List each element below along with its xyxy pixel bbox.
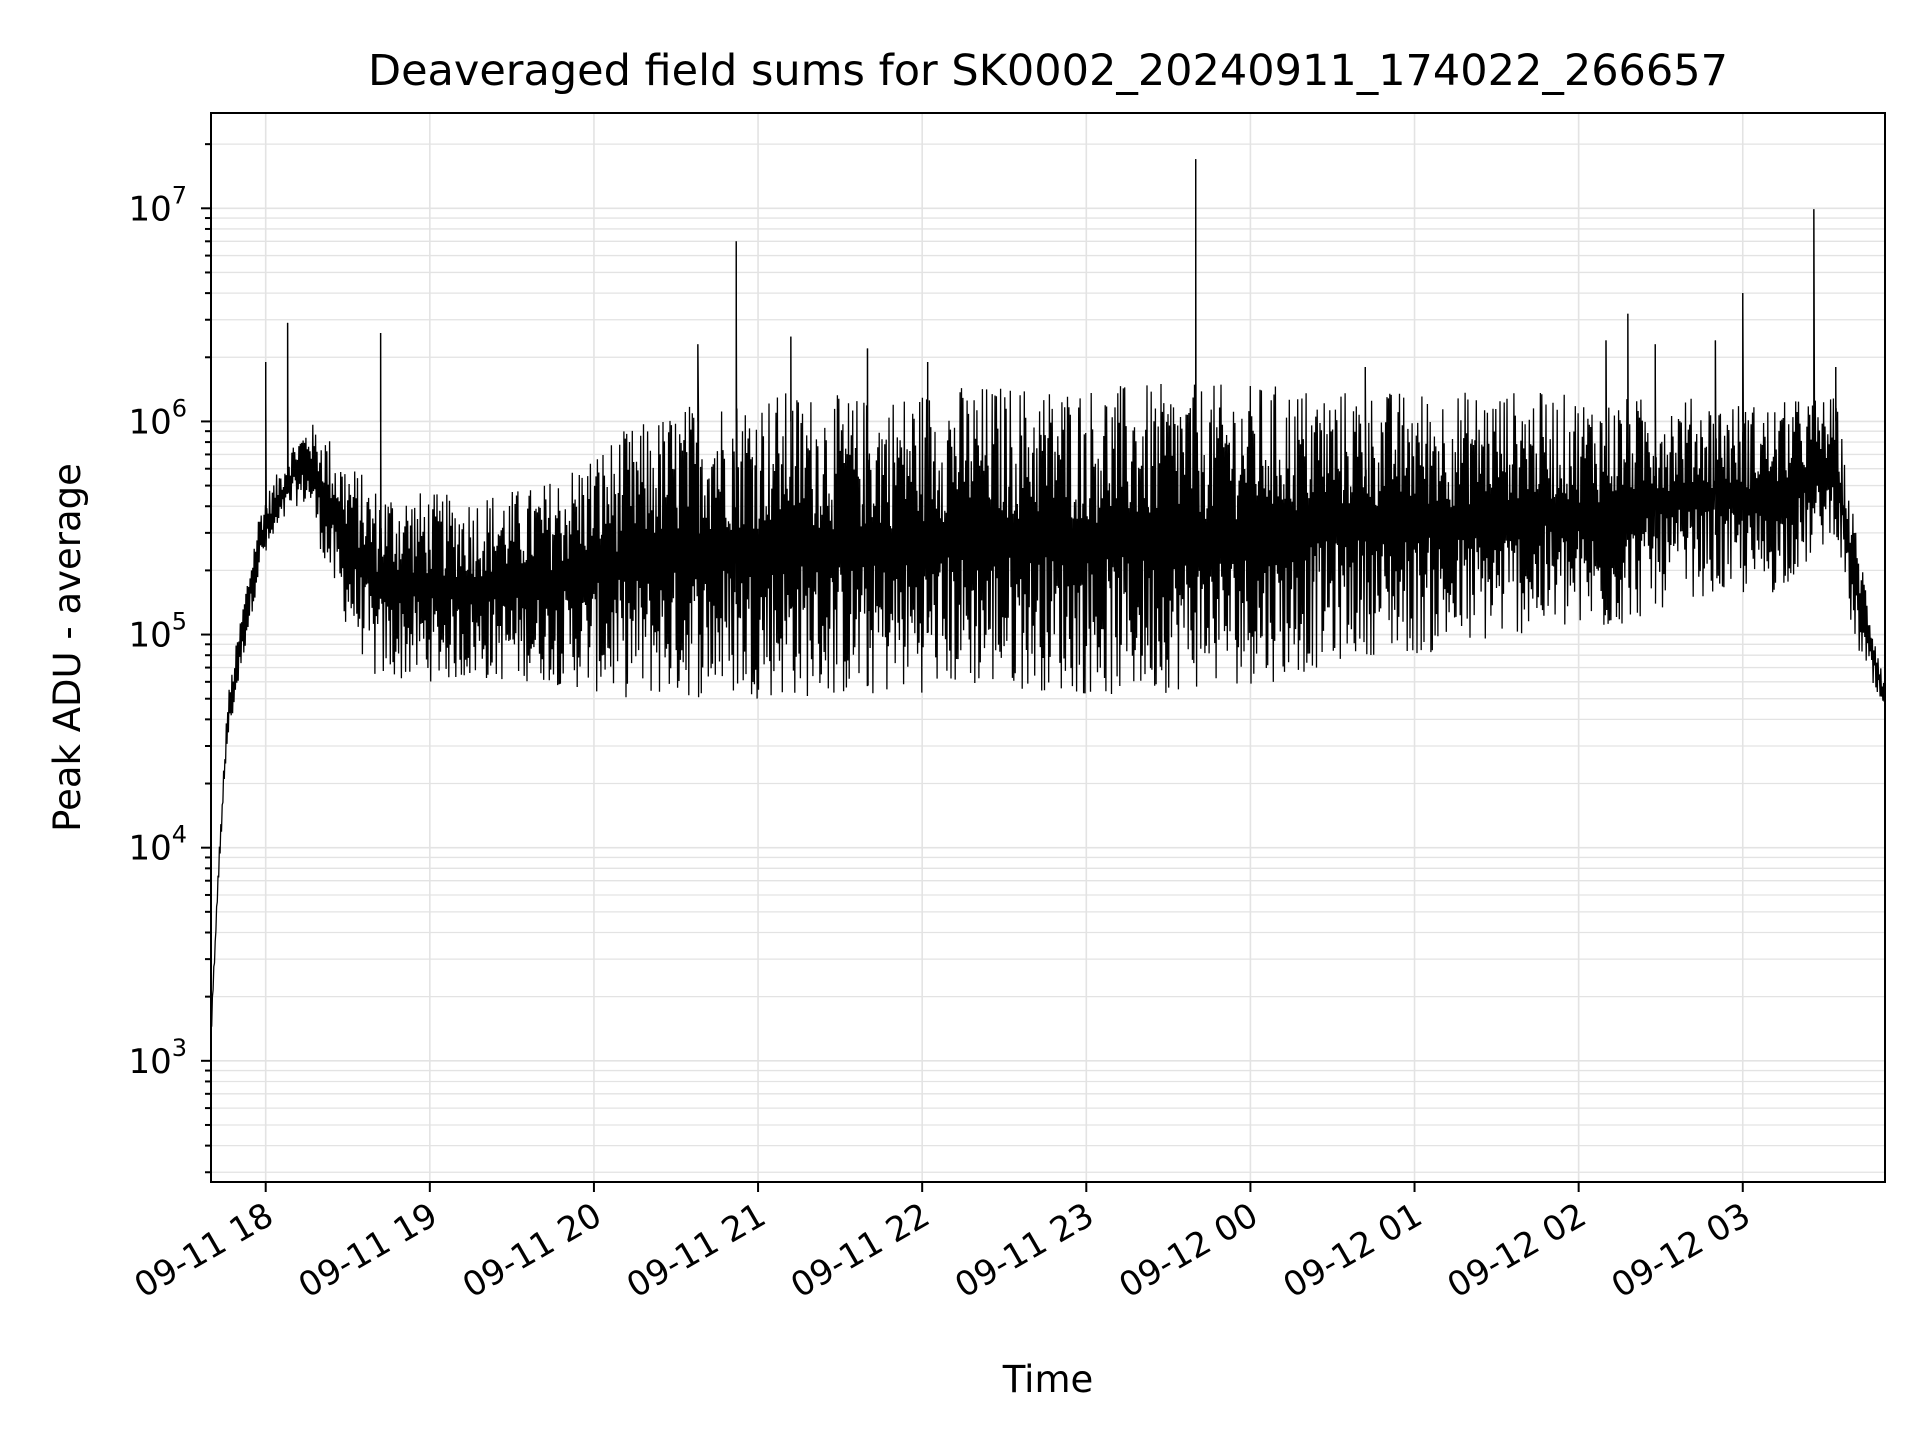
y-tick-base: 10	[128, 616, 171, 656]
y-tick-base: 10	[128, 189, 171, 229]
y-tick-exponent: 3	[172, 1034, 187, 1062]
y-tick-exponent: 6	[172, 394, 187, 422]
y-tick-label: 104	[128, 821, 187, 869]
series-line	[211, 159, 1885, 1028]
x-axis-label: Time	[1002, 1358, 1094, 1401]
y-tick-base: 10	[128, 402, 171, 442]
plot-frame	[210, 112, 1886, 1183]
y-tick-exponent: 7	[172, 181, 187, 209]
y-tick-label: 107	[128, 181, 187, 229]
y-axis-label: Peak ADU - average	[46, 463, 89, 832]
y-tick-exponent: 5	[172, 608, 187, 636]
y-tick-label: 103	[128, 1034, 187, 1082]
data-series	[211, 159, 1885, 1028]
y-tick-base: 10	[128, 829, 171, 869]
y-tick-exponent: 4	[172, 821, 187, 849]
y-tick-base: 10	[128, 1042, 171, 1082]
y-tick-label: 106	[128, 394, 187, 442]
chart-title: Deaveraged field sums for SK0002_2024091…	[368, 46, 1728, 96]
y-tick-label: 105	[128, 608, 187, 656]
